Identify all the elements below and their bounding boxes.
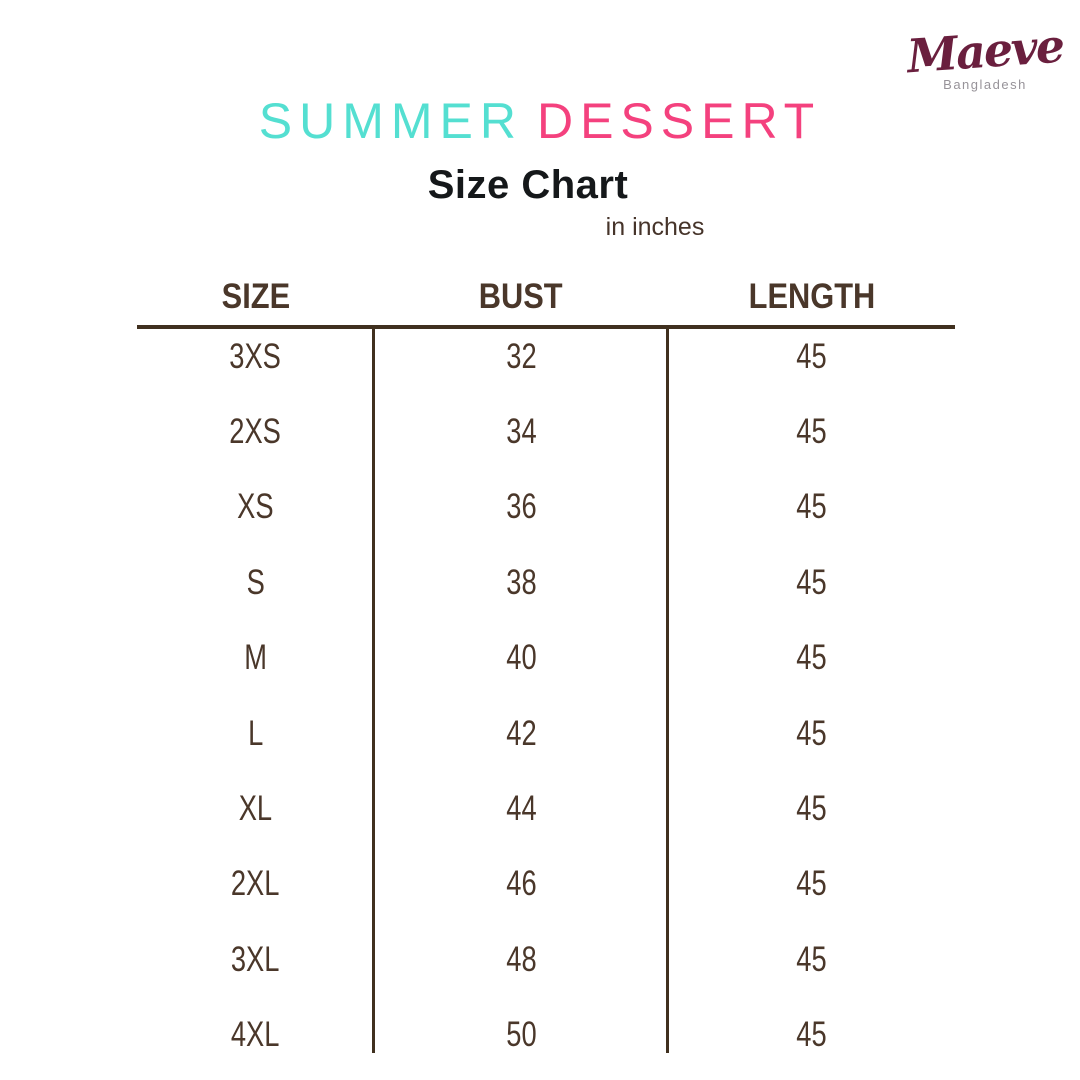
length-cell: 45 <box>668 638 955 678</box>
length-value: 45 <box>796 412 827 452</box>
bust-value: 50 <box>505 1015 537 1055</box>
bust-cell: 34 <box>374 412 668 452</box>
bust-cell: 48 <box>374 940 668 980</box>
size-value: L <box>247 713 264 753</box>
size-value: 2XS <box>229 412 282 452</box>
length-value: 45 <box>796 562 827 602</box>
table-row: 2XL 46 45 <box>137 847 955 922</box>
size-cell: S <box>137 563 374 603</box>
length-value: 45 <box>796 939 827 979</box>
bust-value: 46 <box>505 864 537 904</box>
size-cell: L <box>137 714 374 754</box>
column-divider-1 <box>372 329 375 1053</box>
size-value: M <box>244 638 267 678</box>
brand-logo: Maeve Bangladesh <box>895 19 1075 92</box>
table-row: XS 36 45 <box>137 470 955 545</box>
bust-cell: 40 <box>374 638 668 678</box>
length-value: 45 <box>796 336 827 376</box>
collection-title: SUMMER DESSERT <box>0 96 1080 146</box>
collection-title-part2: DESSERT <box>536 93 822 149</box>
bust-value: 44 <box>505 789 537 829</box>
column-header-length: LENGTH <box>668 277 955 317</box>
bust-value: 48 <box>505 939 537 979</box>
column-header-bust: BUST <box>374 277 668 317</box>
column-header-size-label: SIZE <box>221 277 290 316</box>
size-cell: 2XL <box>137 864 374 904</box>
column-header-bust-label: BUST <box>479 277 563 316</box>
size-value: 3XS <box>229 336 282 376</box>
page-title: Size Chart <box>427 163 629 207</box>
length-cell: 45 <box>668 412 955 452</box>
table-row: 3XL 48 45 <box>137 922 955 997</box>
length-cell: 45 <box>668 487 955 527</box>
brand-name: Maeve <box>905 18 1065 84</box>
bust-cell: 36 <box>374 487 668 527</box>
length-cell: 45 <box>668 714 955 754</box>
bust-cell: 46 <box>374 864 668 904</box>
size-value: XL <box>238 789 273 829</box>
column-divider-2 <box>666 329 669 1053</box>
table-row: 2XS 34 45 <box>137 394 955 469</box>
size-value: XS <box>237 487 274 527</box>
length-value: 45 <box>796 487 827 527</box>
bust-value: 36 <box>505 487 537 527</box>
size-cell: XL <box>137 789 374 829</box>
bust-value: 40 <box>505 638 537 678</box>
length-cell: 45 <box>668 789 955 829</box>
size-cell: XS <box>137 487 374 527</box>
collection-title-part1: SUMMER <box>258 93 523 149</box>
bust-value: 34 <box>505 412 537 452</box>
bust-value: 32 <box>505 336 537 376</box>
length-cell: 45 <box>668 1015 955 1055</box>
bust-cell: 50 <box>374 1015 668 1055</box>
table-row: S 38 45 <box>137 545 955 620</box>
bust-value: 42 <box>505 713 537 753</box>
size-cell: 3XL <box>137 940 374 980</box>
bust-cell: 42 <box>374 714 668 754</box>
size-cell: 2XS <box>137 412 374 452</box>
column-header-size: SIZE <box>137 277 374 317</box>
length-value: 45 <box>796 789 827 829</box>
length-cell: 45 <box>668 563 955 603</box>
length-value: 45 <box>796 1015 827 1055</box>
brand-tagline: Bangladesh <box>943 77 1027 92</box>
size-value: 4XL <box>231 1015 280 1055</box>
column-header-length-label: LENGTH <box>748 277 875 316</box>
length-cell: 45 <box>668 337 955 377</box>
length-value: 45 <box>796 638 827 678</box>
table-body: 3XS 32 45 2XS 34 45 XS 36 45 S 38 45 <box>137 319 955 1073</box>
length-value: 45 <box>796 713 827 753</box>
size-value: 3XL <box>231 939 280 979</box>
units-note: in inches <box>605 213 705 241</box>
table-header-row: SIZE BUST LENGTH <box>137 277 955 317</box>
table-row: 3XS 32 45 <box>137 319 955 394</box>
size-value: S <box>246 562 265 602</box>
bust-cell: 44 <box>374 789 668 829</box>
bust-value: 38 <box>505 562 537 602</box>
table-row: XL 44 45 <box>137 771 955 846</box>
table-row: 4XL 50 45 <box>137 998 955 1073</box>
table-row: M 40 45 <box>137 621 955 696</box>
table-row: L 42 45 <box>137 696 955 771</box>
length-cell: 45 <box>668 864 955 904</box>
bust-cell: 38 <box>374 563 668 603</box>
size-value: 2XL <box>231 864 280 904</box>
bust-cell: 32 <box>374 337 668 377</box>
length-value: 45 <box>796 864 827 904</box>
size-cell: M <box>137 638 374 678</box>
size-cell: 3XS <box>137 337 374 377</box>
size-cell: 4XL <box>137 1015 374 1055</box>
header-divider-line <box>137 325 955 329</box>
length-cell: 45 <box>668 940 955 980</box>
